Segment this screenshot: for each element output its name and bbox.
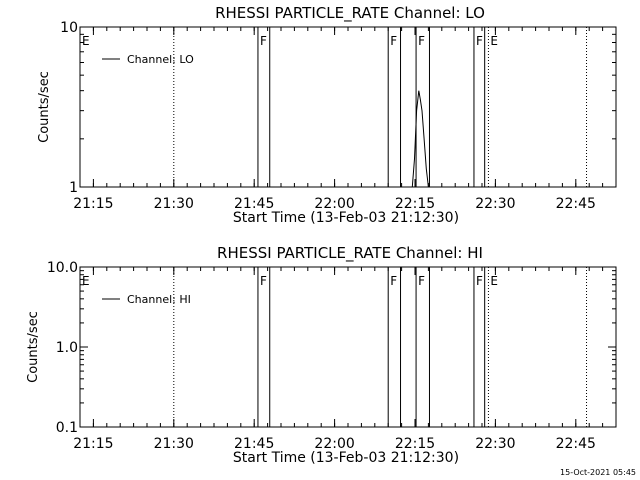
x-tick-label: 21:45 — [234, 196, 274, 212]
series-line — [411, 90, 429, 188]
event-marker-label: F — [476, 34, 483, 48]
x-tick-label: 21:45 — [234, 436, 274, 452]
y-tick-label: 10.0 — [47, 260, 78, 276]
x-tick-label: 22:15 — [395, 196, 435, 212]
chart-title: RHESSI PARTICLE_RATE Channel: HI — [217, 244, 483, 263]
event-marker-label: F — [390, 34, 397, 48]
footer-timestamp: 15-Oct-2021 05:45 — [560, 468, 636, 477]
event-marker-label: F — [476, 274, 483, 288]
event-marker-label: E — [490, 34, 498, 48]
y-axis-label: Counts/sec — [26, 311, 41, 383]
x-tick-label: 22:45 — [556, 196, 596, 212]
x-tick-label: 22:30 — [475, 436, 515, 452]
y-tick-label: 10 — [60, 20, 78, 36]
chart-panel-hi: RHESSI PARTICLE_RATE Channel: HI 21:15 21:… — [26, 244, 617, 466]
event-marker-label: F — [390, 274, 397, 288]
x-tick-label: 22:15 — [395, 436, 435, 452]
x-tick-label: 22:00 — [314, 196, 354, 212]
y-axis-label: Counts/sec — [37, 71, 52, 143]
event-marker-label: F — [418, 274, 425, 288]
event-marker-label: F — [418, 34, 425, 48]
chart-panel-lo: RHESSI PARTICLE_RATE Channel: LO 21:15 21:… — [37, 4, 617, 226]
event-marker-label: F — [260, 34, 267, 48]
event-marker-label: E — [82, 274, 90, 288]
event-marker-label: F — [260, 274, 267, 288]
chart-title: RHESSI PARTICLE_RATE Channel: LO — [215, 4, 485, 23]
x-tick-label: 21:30 — [154, 196, 194, 212]
legend-label: Channel: LO — [127, 53, 194, 66]
y-tick-label: 0.1 — [56, 420, 78, 436]
x-tick-label: 21:15 — [73, 196, 113, 212]
x-tick-label: 22:30 — [475, 196, 515, 212]
event-marker-label: E — [82, 34, 90, 48]
y-tick-label: 1.0 — [56, 340, 78, 356]
x-tick-label: 21:15 — [73, 436, 113, 452]
x-tick-label: 22:45 — [556, 436, 596, 452]
x-axis-label: Start Time (13-Feb-03 21:12:30) — [233, 210, 459, 226]
x-tick-label: 22:00 — [314, 436, 354, 452]
x-tick-label: 21:30 — [154, 436, 194, 452]
y-tick-label: 1 — [69, 180, 78, 196]
x-axis-label: Start Time (13-Feb-03 21:12:30) — [233, 450, 459, 466]
legend-label: Channel: HI — [127, 293, 191, 306]
event-marker-label: E — [490, 274, 498, 288]
